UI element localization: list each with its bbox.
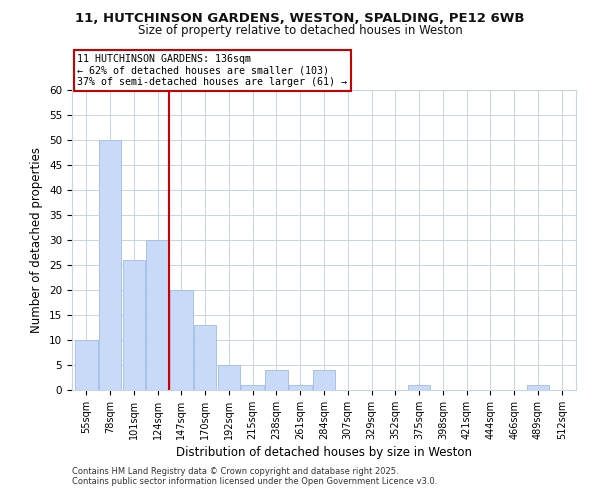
- Bar: [241, 385, 264, 390]
- Bar: [527, 385, 549, 390]
- Bar: [122, 260, 145, 390]
- Bar: [75, 340, 98, 390]
- Text: 11 HUTCHINSON GARDENS: 136sqm
← 62% of detached houses are smaller (103)
37% of : 11 HUTCHINSON GARDENS: 136sqm ← 62% of d…: [77, 54, 347, 87]
- Text: Contains HM Land Registry data © Crown copyright and database right 2025.: Contains HM Land Registry data © Crown c…: [72, 467, 398, 476]
- Bar: [146, 240, 169, 390]
- Bar: [170, 290, 193, 390]
- Bar: [265, 370, 288, 390]
- Bar: [408, 385, 430, 390]
- Bar: [313, 370, 335, 390]
- Y-axis label: Number of detached properties: Number of detached properties: [31, 147, 43, 333]
- Bar: [194, 325, 217, 390]
- Bar: [218, 365, 240, 390]
- Text: Contains public sector information licensed under the Open Government Licence v3: Contains public sector information licen…: [72, 477, 437, 486]
- Bar: [289, 385, 311, 390]
- Text: 11, HUTCHINSON GARDENS, WESTON, SPALDING, PE12 6WB: 11, HUTCHINSON GARDENS, WESTON, SPALDING…: [75, 12, 525, 26]
- X-axis label: Distribution of detached houses by size in Weston: Distribution of detached houses by size …: [176, 446, 472, 459]
- Text: Size of property relative to detached houses in Weston: Size of property relative to detached ho…: [137, 24, 463, 37]
- Bar: [99, 140, 121, 390]
